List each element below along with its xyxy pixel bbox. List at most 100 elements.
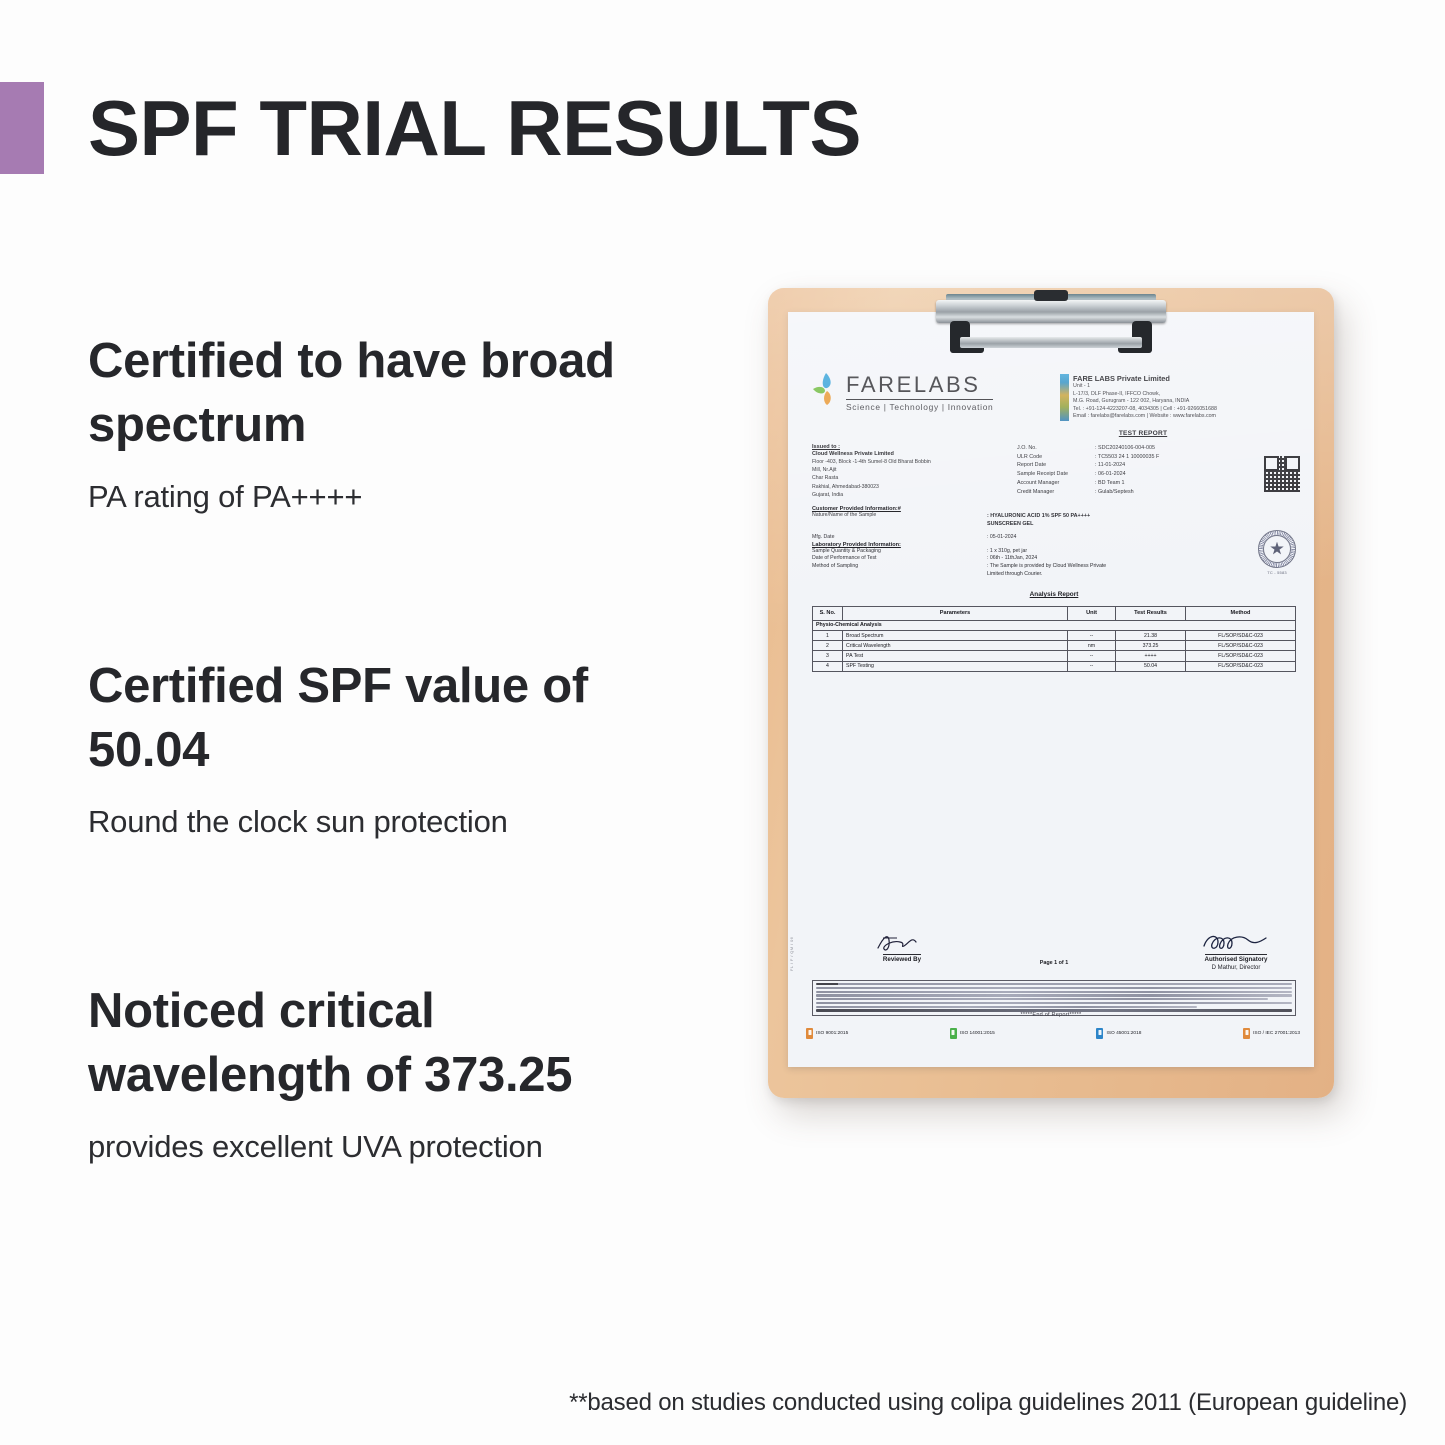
cell-result: 373.25 [1115, 640, 1186, 652]
seal-code: TC - 5583 [1267, 569, 1287, 575]
cell-parameter: PA Test [842, 650, 1068, 662]
customer-value: SUNSCREEN GEL [987, 520, 1034, 527]
logo-tagline: Science | Technology | Innovation [846, 401, 994, 412]
company-name: FARE LABS Private Limited [1073, 374, 1170, 383]
test-report-paper: FL / F / QM / 06 FARELABS [788, 312, 1314, 1067]
cell-sno: 3 [812, 650, 843, 662]
footnote: **based on studies conducted using colip… [569, 1389, 1407, 1416]
end-of-report: *****End of Report***** [1020, 1012, 1082, 1018]
note-line [816, 1005, 1197, 1008]
issued-to-address-line: Gujarat, India [812, 491, 844, 498]
clipboard: FL / F / QM / 06 FARELABS [768, 288, 1334, 1098]
authorised-signature-mark [1198, 932, 1274, 954]
iso-item: ISO 45001:2018 [1096, 1028, 1141, 1039]
note-line [816, 1009, 1292, 1012]
lab-label: Method of Sampling [812, 563, 859, 570]
meta-row: J.O. No. : SDC20240106-004-005 [1017, 444, 1192, 453]
company-line: Email : farelabs@farelabs.com | Website … [1073, 413, 1216, 420]
lab-label [812, 571, 987, 579]
iso-item: ISO 14001:2015 [949, 1028, 995, 1039]
analysis-results-table: S. No. Parameters Unit Test Results Meth… [812, 605, 1296, 672]
iso-label: ISO / IEC 27001:2013 [1253, 1031, 1300, 1036]
meta-row: Credit Manager : Gulab/Septesh [1017, 488, 1192, 497]
accent-bar [0, 82, 44, 174]
lab-row: Method of Sampling : The Sample is provi… [812, 563, 1296, 571]
customer-label [812, 520, 987, 528]
meta-key: ULR Code [1017, 453, 1043, 460]
meta-row: Account Manager : BD Team 1 [1017, 479, 1192, 488]
clip-main-bar [936, 300, 1166, 323]
analysis-report-heading: Analysis Report [1029, 590, 1079, 598]
cell-result: ++++ [1115, 650, 1186, 662]
cell-result: 21.38 [1115, 630, 1186, 642]
company-color-bar [1060, 374, 1069, 421]
meta-key: Report Date [1017, 462, 1047, 469]
cell-unit: -- [1067, 630, 1116, 642]
company-line: Unit - 1 [1073, 383, 1091, 390]
cell-parameter: Critical Wavelength [842, 640, 1068, 652]
customer-section-heading: Customer Provided Information:# [812, 505, 901, 512]
cell-sno: 2 [812, 640, 843, 652]
lab-section-heading: Laboratory Provided Information: [812, 541, 901, 548]
feature-subtext: Round the clock sun protection [88, 804, 508, 840]
logo-word: FARELABS [846, 372, 981, 397]
iso-badge-icon [1243, 1028, 1251, 1039]
cell-unit: nm [1067, 640, 1116, 652]
test-report-heading: TEST REPORT [1118, 429, 1168, 437]
meta-row: Report Date : 11-01-2024 [1017, 461, 1192, 470]
note-line [816, 998, 1269, 1001]
feature-headline: Noticed critical wavelength of 373.25 [88, 984, 573, 1102]
iso-certification-row: ISO 9001:2015 ISO 14001:2015 ISO 45001:2… [806, 1028, 1300, 1039]
cell-method: FL/SOP/SD&C-023 [1185, 630, 1296, 642]
meta-value: : BD Team 1 [1095, 479, 1125, 486]
meta-value: : Gulab/Septesh [1095, 488, 1134, 495]
cell-sno: 4 [812, 660, 843, 672]
iso-badge-icon [949, 1028, 957, 1039]
reviewed-by-label: Reviewed By [882, 954, 922, 963]
issued-to-label: Issued to : [812, 443, 840, 450]
authorised-signatory-label: Authorised Signatory [1204, 954, 1268, 963]
iso-item: ISO 9001:2015 [806, 1028, 848, 1039]
table-section-label: Physio-Chemical Analysis [812, 619, 1296, 632]
clip-knob [1034, 290, 1068, 301]
iso-label: ISO 45001:2018 [1106, 1031, 1142, 1036]
issued-to-address-line: Rakhial, Ahmedabad-380023 [812, 483, 879, 490]
customer-label: Nature/Name of the Sample [812, 511, 877, 518]
form-code-vertical: FL / F / QM / 06 [789, 936, 794, 971]
lab-row: Date of Performance of Test : 06th - 11t… [812, 555, 1296, 563]
page-header: SPF TRIAL RESULTS [0, 82, 862, 174]
authorised-signatory-name: D Mathur, Director [1211, 964, 1261, 971]
reviewed-signature-mark [870, 932, 934, 954]
customer-row: SUNSCREEN GEL [812, 520, 1296, 528]
cell-method: FL/SOP/SD&C-023 [1185, 660, 1296, 672]
meta-key: Sample Receipt Date [1017, 471, 1068, 478]
feature-headline: Certified to have broad spectrum [88, 334, 615, 452]
company-line: Tel. : +91-124-4223207-08, 4034305 | Cel… [1073, 405, 1217, 412]
meta-key: J.O. No. [1017, 444, 1037, 451]
test-report-document: FL / F / QM / 06 FARELABS [788, 312, 1314, 1067]
issued-to-address-line: Mill, Nr.Ajit [812, 467, 837, 474]
column-header: Method [1185, 605, 1296, 621]
meta-value: : 06-01-2024 [1095, 471, 1126, 478]
feature-subtext: PA rating of PA++++ [88, 479, 363, 515]
table-row: 3 PA Test -- ++++ FL/SOP/SD&C-023 [812, 650, 1296, 662]
table-section-row: Physio-Chemical Analysis [812, 619, 1296, 632]
note-line [816, 983, 1292, 986]
cell-unit: -- [1067, 650, 1116, 662]
feature-item: Noticed critical wavelength of 373.25 pr… [88, 980, 708, 1169]
iso-label: ISO 9001:2015 [816, 1031, 849, 1036]
customer-label: Mfg. Date [812, 533, 835, 540]
customer-row: Nature/Name of the Sample : HYALURONIC A… [812, 512, 1296, 520]
column-header: Test Results [1115, 605, 1186, 621]
reviewed-by-block: Reviewed By [870, 932, 934, 963]
clipboard-clip [932, 290, 1170, 362]
nabl-accreditation-seal-icon: TC - 5583 [1256, 529, 1298, 578]
report-meta-fields: J.O. No. : SDC20240106-004-005 ULR Code … [1017, 444, 1192, 499]
table-row: 1 Broad Spectrum -- 21.38 FL/SOP/SD&C-02… [812, 630, 1296, 642]
disclaimer-note-box [812, 980, 1296, 1017]
feature-item: Certified to have broad spectrum PA rati… [88, 330, 688, 519]
cell-result: 50.04 [1115, 660, 1186, 672]
issued-to-address-line: Char Rasta [812, 475, 839, 482]
provided-information: Customer Provided Information:# Nature/N… [812, 506, 1296, 579]
lab-label: Sample Quantity & Packaging [812, 547, 881, 554]
